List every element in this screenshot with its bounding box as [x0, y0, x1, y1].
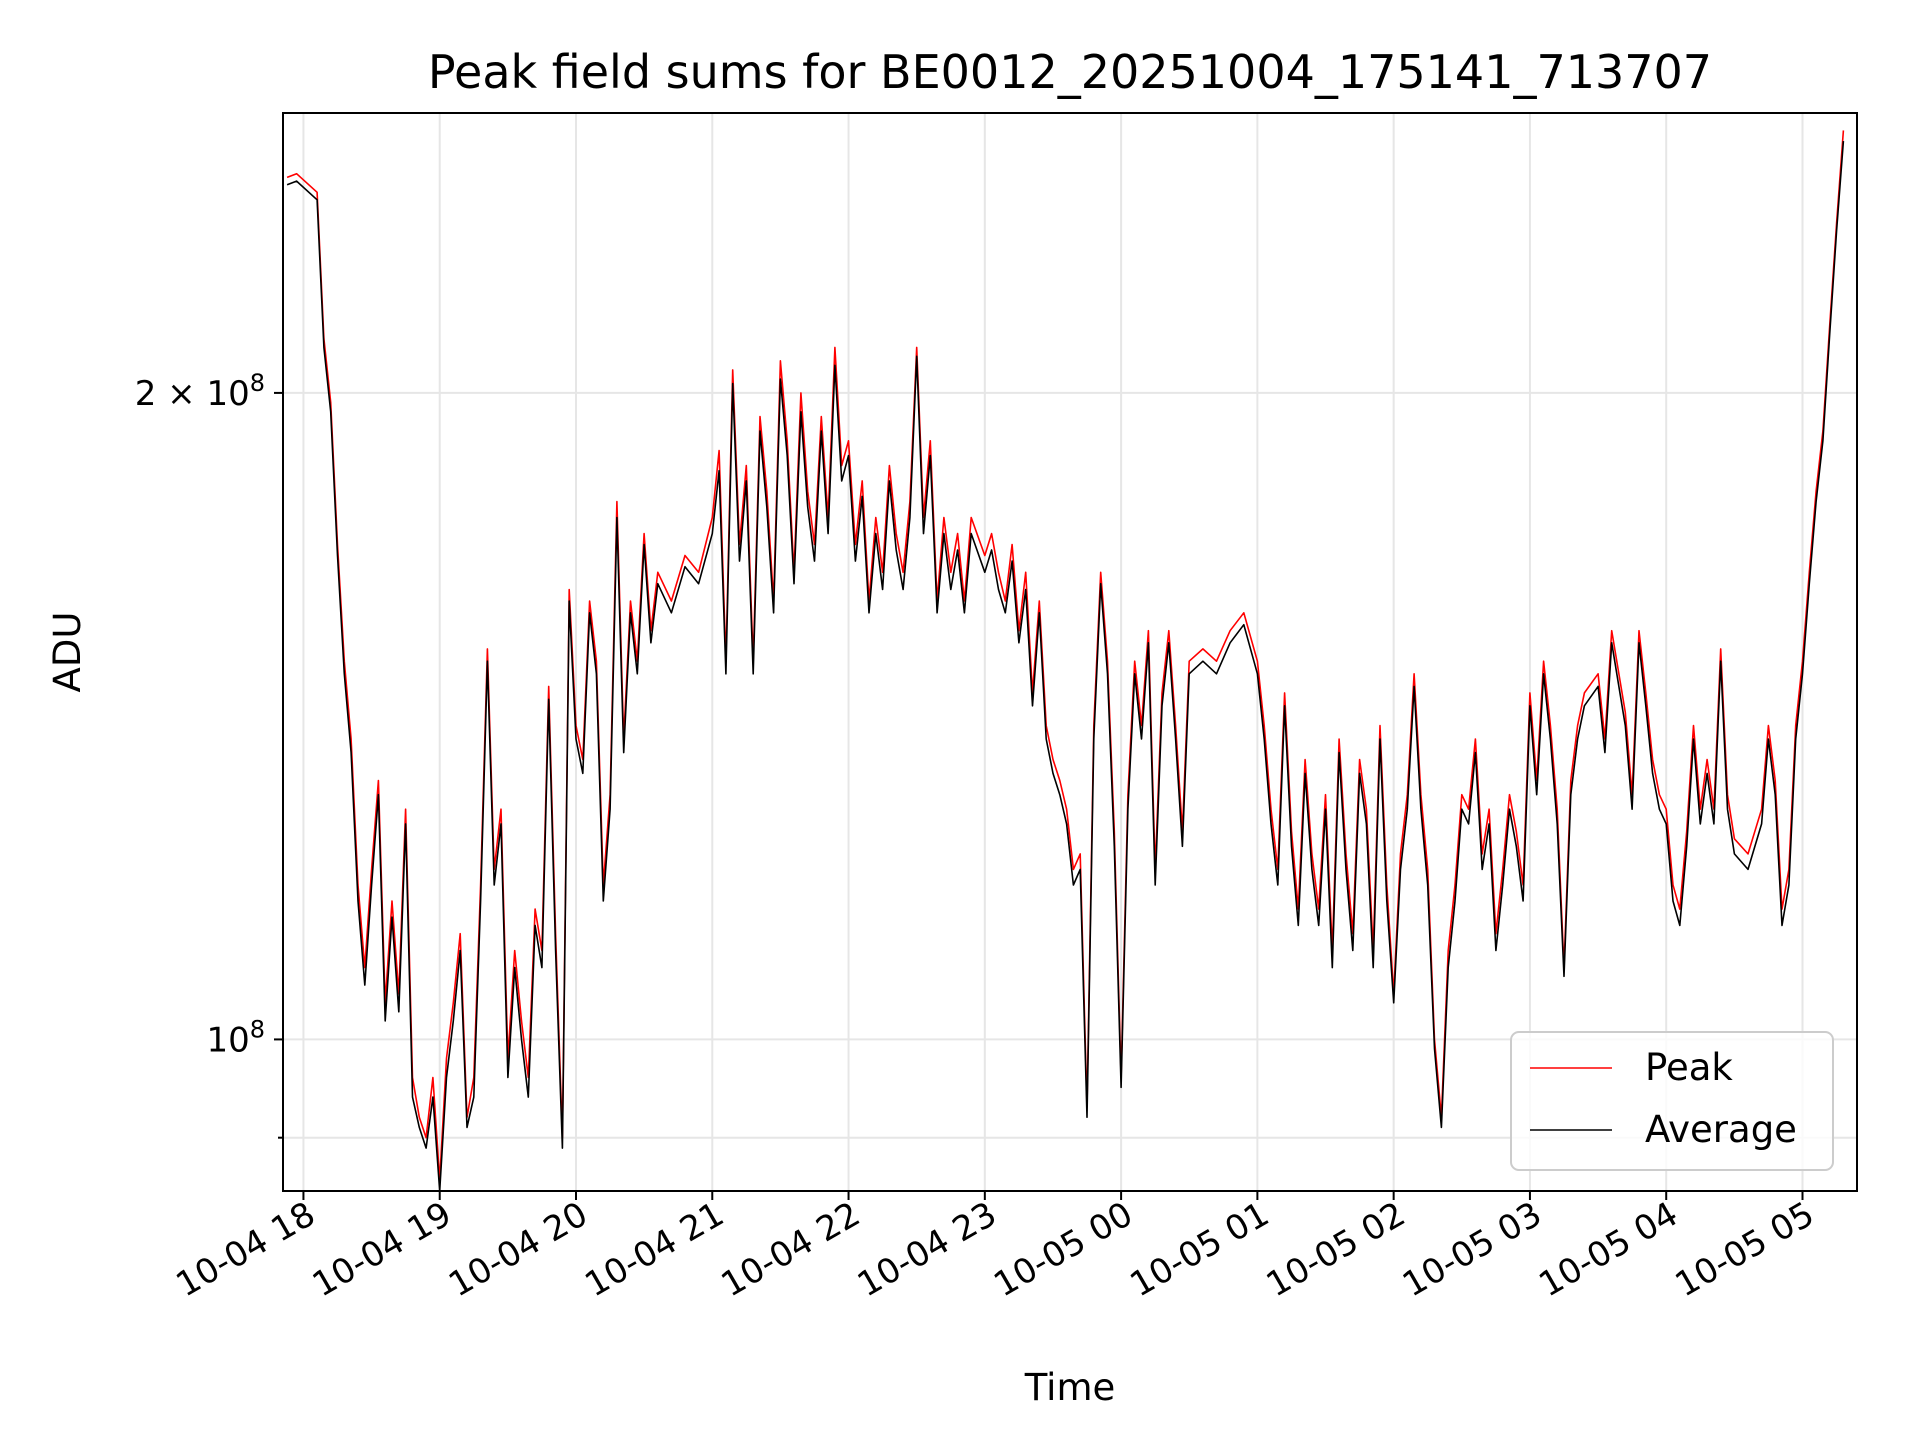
plot-area [286, 130, 1845, 1191]
legend-label-average: Average [1645, 1108, 1797, 1151]
grid [283, 113, 1857, 1191]
legend-label-peak: Peak [1645, 1046, 1733, 1089]
y-tick-label: 2 × 108 [135, 369, 265, 414]
series-line-average [286, 141, 1845, 1191]
plot-frame [282, 112, 1858, 1192]
y-axis: 108 2 × 108 [135, 369, 283, 1139]
chart-title: Peak field sums for BE0012_20251004_1751… [428, 45, 1712, 99]
legend: Peak Average [1510, 1031, 1834, 1171]
y-tick-label: 108 [206, 1015, 265, 1060]
x-axis-label: Time [1024, 1366, 1116, 1409]
y-axis-label: ADU [46, 612, 89, 693]
legend-box [1510, 1031, 1834, 1171]
